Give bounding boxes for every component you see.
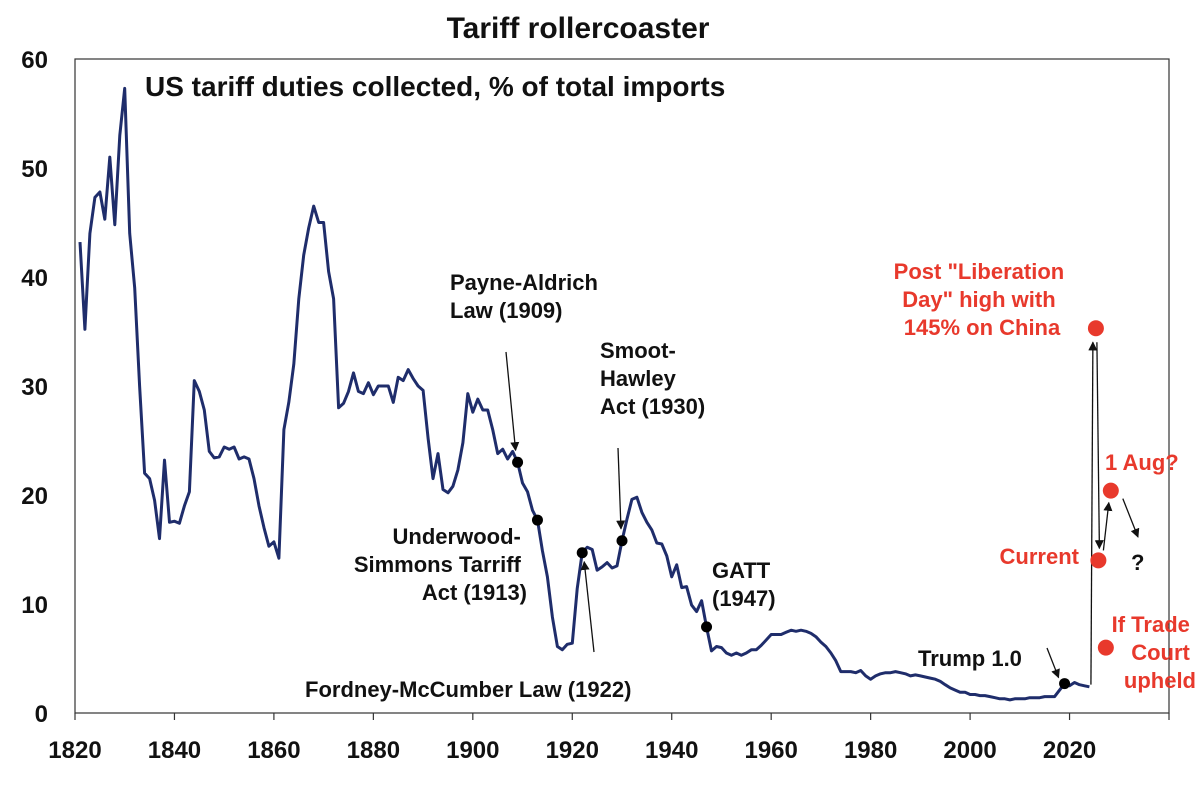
y-tick-label-20: 20	[21, 483, 48, 510]
y-tick-label-60: 60	[21, 47, 48, 74]
x-tick-label-1980: 1980	[844, 737, 897, 764]
annotation-1-aug: 1 Aug?	[1105, 450, 1179, 475]
plot-area-frame	[74, 58, 1170, 714]
x-tick-label-1940: 1940	[645, 737, 698, 764]
annotation-current: Current	[1000, 544, 1080, 569]
x-tick-label-1880: 1880	[347, 737, 400, 764]
arrow-aug-to-question	[1122, 498, 1140, 538]
event-marker-1930	[616, 535, 628, 547]
chart-subtitle: US tariff duties collected, % of total i…	[145, 71, 725, 102]
scenario-points	[1087, 320, 1119, 656]
x-tick-label-2000: 2000	[943, 737, 996, 764]
x-tick-label-1860: 1860	[247, 737, 300, 764]
y-axis-tick-labels: 0 10 20 30 40 50 60	[21, 47, 48, 728]
event-markers	[512, 456, 1071, 690]
scenario-point-3	[1097, 639, 1114, 656]
annotation-trade-court: If Trade Court upheld	[1112, 612, 1196, 693]
event-marker-1913	[531, 514, 543, 526]
arrow-trump	[1046, 647, 1060, 679]
y-tick-label-30: 30	[21, 374, 48, 401]
annotation-fordney-mccumber: Fordney-McCumber Law (1922)	[305, 677, 631, 702]
annotation-question-mark: ?	[1131, 550, 1144, 575]
y-tick-label-10: 10	[21, 592, 48, 619]
series-line-tariff-rate	[78, 86, 1090, 702]
annotation-payne-aldrich: Payne-Aldrich Law (1909)	[450, 270, 604, 323]
y-tick-label-0: 0	[35, 701, 48, 728]
arrow-payne-aldrich	[505, 351, 520, 452]
event-marker-1922	[576, 547, 588, 559]
y-tick-label-40: 40	[21, 265, 48, 292]
scenario-point-0	[1087, 320, 1104, 337]
arrow-smoot-hawley	[616, 447, 626, 530]
x-tick-label-1840: 1840	[148, 737, 201, 764]
annotation-gatt: GATT (1947)	[712, 558, 776, 611]
arrow-liberation-down	[1094, 342, 1104, 550]
arrow-fordney-mccumber	[580, 560, 595, 653]
annotation-smoot-hawley: Smoot- Hawley Act (1930)	[600, 338, 705, 419]
arrow-liberation-up	[1088, 341, 1098, 685]
x-tick-label-1960: 1960	[744, 737, 797, 764]
annotation-underwood-simmons: Underwood- Simmons Tarriff Act (1913)	[354, 524, 527, 605]
arrow-current-to-aug	[1102, 501, 1113, 551]
y-tick-label-50: 50	[21, 156, 48, 183]
chart-title: Tariff rollercoaster	[447, 12, 710, 45]
x-tick-label-1920: 1920	[546, 737, 599, 764]
event-marker-1947	[701, 621, 713, 633]
x-tick-label-1820: 1820	[48, 737, 101, 764]
x-tick-label-2020: 2020	[1043, 737, 1096, 764]
event-marker-2019	[1059, 678, 1071, 690]
x-tick-label-1900: 1900	[446, 737, 499, 764]
annotation-arrows	[505, 341, 1140, 685]
annotation-liberation-day: Post "Liberation Day" high with 145% on …	[894, 259, 1071, 340]
scenario-point-1	[1102, 482, 1119, 499]
event-marker-1909	[512, 456, 524, 468]
x-axis-tick-labels: 1820 1840 1860 1880 1900 1920 1940 1960 1980 2000…	[48, 713, 1170, 764]
scenario-point-2	[1090, 552, 1107, 569]
annotation-trump: Trump 1.0	[918, 646, 1022, 671]
